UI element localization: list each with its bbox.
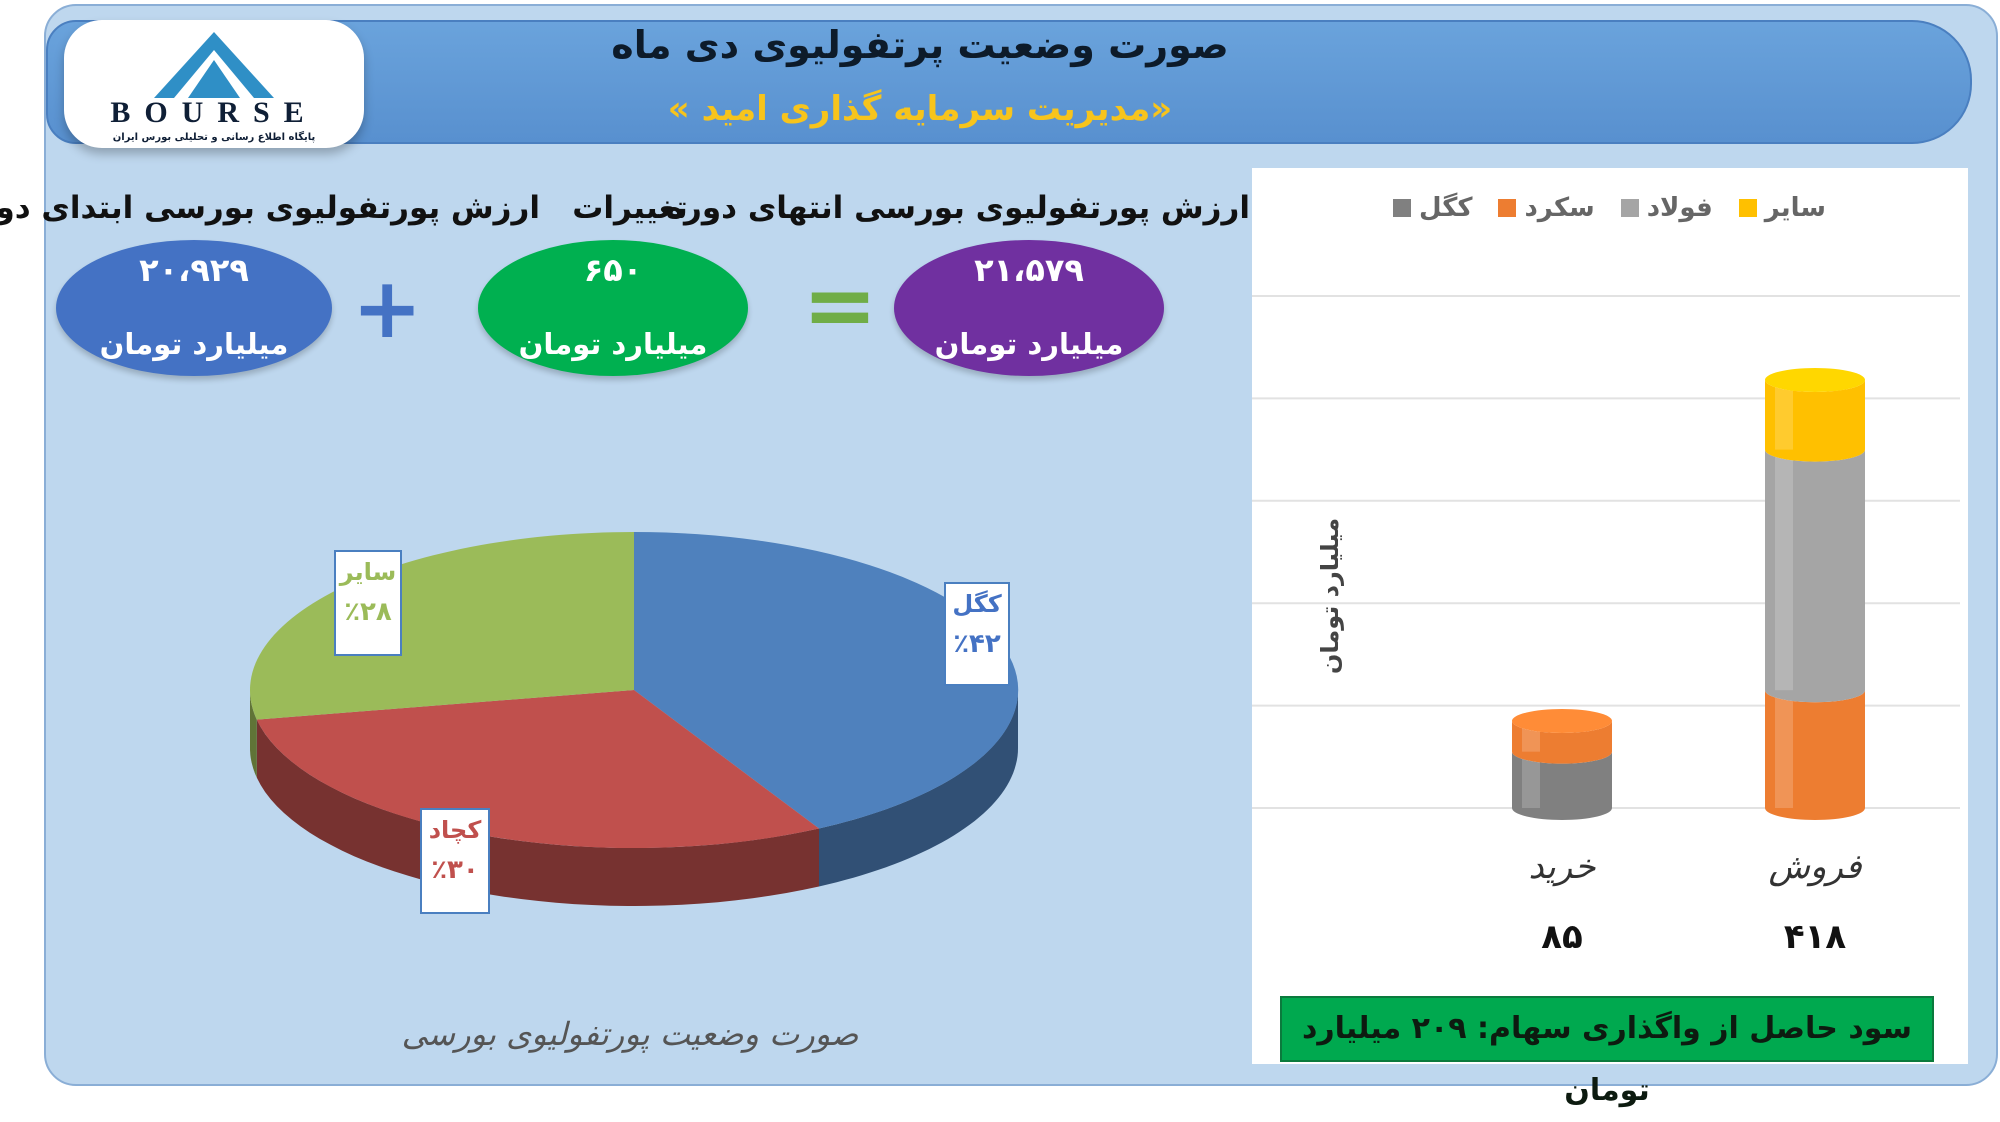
pie-caption: صورت وضعیت پورتفولیوی بورسی (401, 1015, 859, 1053)
profit-note: سود حاصل از واگذاری سهام: ۲۰۹ میلیارد تو… (1280, 996, 1934, 1108)
change-value: ۶۵۰ (583, 251, 643, 289)
pie-slice-0 (634, 532, 1019, 829)
start-value-label: ارزش پورتفولیوی بورسی ابتدای دوره (0, 190, 540, 226)
logo-text: BOURSE (110, 96, 318, 129)
legend-swatch (1620, 199, 1639, 217)
start-value: ۲۰،۹۲۹ (139, 251, 249, 289)
bar-highlight-1-1 (1775, 690, 1793, 808)
legend-label: سایر (1764, 193, 1826, 223)
bar-legend: سایر فولاد سکرد کگل (1393, 188, 1826, 228)
bar-total-1: ۴۱۸ (1784, 917, 1847, 957)
legend-item-0: سایر (1738, 193, 1826, 223)
pie-chart (250, 532, 1019, 906)
pie-side-2 (250, 690, 257, 778)
pie-label-kechad: کچاد ٪۳۰ (420, 808, 490, 914)
equals-sign: = (802, 253, 878, 358)
change-label: تغییرات (572, 190, 688, 226)
legend-label: سکرد (1524, 193, 1595, 223)
bar-total-0: ۸۵ (1541, 917, 1583, 957)
header-banner (46, 20, 1972, 144)
legend-swatch (1393, 199, 1412, 217)
pie-label-kagol: کگل ٪۴۲ (944, 582, 1010, 686)
legend-item-3: کگل (1393, 193, 1472, 223)
bar-1-2 (1765, 449, 1865, 703)
x-tick-1: فروش (1769, 847, 1863, 887)
bar-cap-1 (1765, 367, 1865, 392)
bar-cap-0 (1512, 708, 1612, 733)
bar-highlight-0-0 (1522, 751, 1540, 808)
change-value-oval: ۶۵۰ میلیارد تومان (478, 240, 748, 376)
pie-slice-2 (250, 532, 634, 720)
bar-highlight-1-3 (1775, 379, 1793, 450)
x-tick-0: خرید (1528, 847, 1596, 887)
logo: BOURSE پایگاه اطلاع رسانی و تحلیلی بورس … (64, 20, 364, 148)
end-unit: میلیارد تومان (934, 327, 1124, 361)
pie-label-sayer: سایر ٪۲۸ (334, 550, 402, 656)
bar-0-0 (1512, 751, 1612, 820)
logo-mark-icon (154, 32, 274, 98)
bar-1-1 (1765, 690, 1865, 820)
legend-swatch (1738, 199, 1757, 217)
pie-slice-1 (256, 690, 819, 849)
change-unit: میلیارد تومان (518, 327, 708, 361)
pie-side-1 (256, 719, 819, 906)
page-subtitle: «مدیریت سرمایه گذاری امید » (667, 89, 1173, 129)
end-value: ۲۱،۵۷۹ (974, 251, 1084, 289)
legend-label: کگل (1419, 193, 1473, 223)
page-title: صورت وضعیت پرتفولیوی دی ماه (611, 23, 1229, 67)
legend-swatch (1498, 199, 1517, 217)
bar-highlight-1-2 (1775, 449, 1793, 691)
y-axis-label: میلیارد تومان (1316, 517, 1344, 675)
pie-side-0 (819, 690, 1018, 887)
legend-item-2: سکرد (1498, 193, 1595, 223)
bar-chart: 0100200300400500خرید۸۵فروش۴۱۸ (1252, 295, 1960, 957)
logo-subtitle: پایگاه اطلاع رسانی و تحلیلی بورس ایران (112, 132, 316, 143)
start-unit: میلیارد تومان (99, 327, 289, 361)
legend-label: فولاد (1646, 193, 1713, 223)
bar-1-3 (1765, 379, 1865, 462)
bar-0-1 (1512, 720, 1612, 764)
end-value-oval: ۲۱،۵۷۹ میلیارد تومان (894, 240, 1164, 376)
plus-sign: + (352, 259, 423, 357)
end-value-label: ارزش پورتفولیوی بورسی انتهای دوره (665, 190, 1250, 226)
start-value-oval: ۲۰،۹۲۹ میلیارد تومان (56, 240, 332, 376)
legend-item-1: فولاد (1620, 193, 1713, 223)
